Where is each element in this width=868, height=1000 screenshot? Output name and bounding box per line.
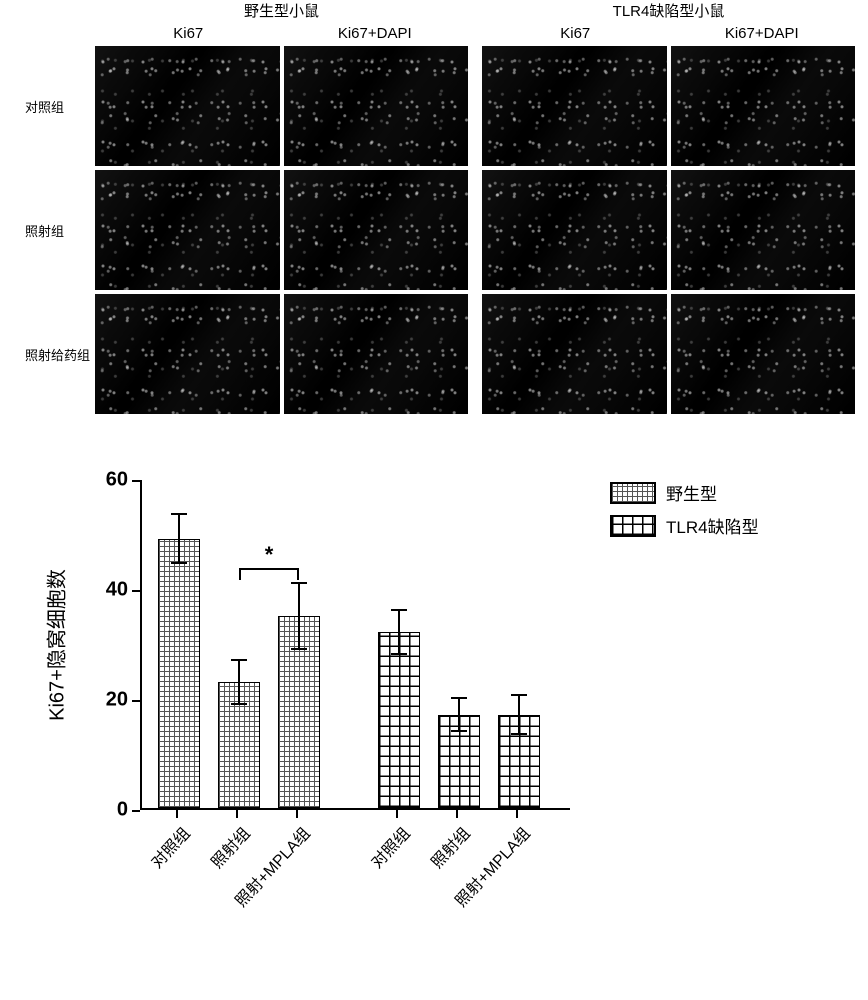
y-tick <box>132 810 140 812</box>
error-cap <box>231 703 247 705</box>
error-cap <box>391 653 407 655</box>
micro-panel <box>671 294 856 414</box>
x-tick-label: 照射组 <box>204 821 254 872</box>
legend-row-tlr4ko: TLR4缺陷型 <box>610 513 759 538</box>
microscopy-sub-headers: Ki67 Ki67+DAPI Ki67 Ki67+DAPI <box>25 23 855 46</box>
sub-header-ki67dapi: Ki67+DAPI <box>282 23 469 46</box>
super-header-tlr4ko: TLR4缺陷型小鼠 <box>482 0 855 23</box>
row-label-irradiated-drug: 照射给药组 <box>25 345 95 364</box>
error-cap <box>451 730 467 732</box>
sub-header-ki67: Ki67 <box>482 23 669 46</box>
error-bar <box>238 660 240 704</box>
y-tick <box>132 590 140 592</box>
error-cap <box>511 694 527 696</box>
micro-panel <box>482 46 667 166</box>
error-bar <box>398 610 400 654</box>
error-bar <box>518 695 520 734</box>
y-tick-label: 60 <box>106 469 128 492</box>
y-tick <box>132 480 140 482</box>
error-cap <box>291 582 307 584</box>
significance-bracket <box>239 568 299 570</box>
error-bar <box>178 514 180 564</box>
micro-panel <box>671 46 856 166</box>
plot-area: * <box>140 480 570 810</box>
sub-header-ki67dapi: Ki67+DAPI <box>669 23 856 46</box>
x-tick-label: 照射组 <box>424 821 474 872</box>
row-label-irradiated: 照射组 <box>25 221 95 240</box>
micro-panel <box>284 170 469 290</box>
micro-row-irradiated-drug: 照射给药组 <box>25 294 855 414</box>
micro-panel <box>95 294 280 414</box>
y-tick-label: 40 <box>106 579 128 602</box>
error-bar <box>298 583 300 649</box>
error-cap <box>291 648 307 650</box>
micro-panel <box>95 46 280 166</box>
micro-panel <box>95 170 280 290</box>
error-cap <box>511 733 527 735</box>
microscopy-grid: 对照组 照射组 照射给药组 <box>25 46 855 418</box>
error-cap <box>171 513 187 515</box>
micro-row-irradiated: 照射组 <box>25 170 855 290</box>
micro-panel <box>284 294 469 414</box>
micro-panel <box>284 46 469 166</box>
error-cap <box>171 562 187 564</box>
legend-row-wt: 野生型 <box>610 480 759 505</box>
y-tick-label: 0 <box>117 799 128 822</box>
x-axis-labels: 对照组照射组照射+MPLA组对照组照射组照射+MPLA组 <box>140 815 570 955</box>
x-tick-label: 对照组 <box>144 821 194 872</box>
microscopy-super-headers: 野生型小鼠 TLR4缺陷型小鼠 <box>25 0 855 23</box>
micro-panel <box>482 294 667 414</box>
row-label-control: 对照组 <box>25 97 95 116</box>
bars-container: * <box>142 480 570 808</box>
error-bar <box>458 698 460 731</box>
super-header-wt: 野生型小鼠 <box>95 0 468 23</box>
chart-legend: 野生型 TLR4缺陷型 <box>610 480 759 546</box>
error-cap <box>451 697 467 699</box>
sub-header-ki67: Ki67 <box>95 23 282 46</box>
bar <box>378 632 420 808</box>
y-tick <box>132 700 140 702</box>
legend-swatch-tlr4ko <box>610 515 656 537</box>
micro-row-control: 对照组 <box>25 46 855 166</box>
y-tick-label: 20 <box>106 689 128 712</box>
micro-panel <box>482 170 667 290</box>
error-cap <box>231 659 247 661</box>
error-cap <box>391 609 407 611</box>
microscopy-figure: 野生型小鼠 TLR4缺陷型小鼠 Ki67 Ki67+DAPI Ki67 Ki67… <box>25 0 855 418</box>
bar <box>158 539 200 809</box>
significance-star: * <box>265 542 274 568</box>
legend-swatch-wt <box>610 482 656 504</box>
y-axis-ticks: 0204060 <box>60 480 140 810</box>
x-tick-label: 对照组 <box>364 821 414 872</box>
legend-label-wt: 野生型 <box>666 480 717 505</box>
micro-panel <box>671 170 856 290</box>
legend-label-tlr4ko: TLR4缺陷型 <box>666 513 759 538</box>
